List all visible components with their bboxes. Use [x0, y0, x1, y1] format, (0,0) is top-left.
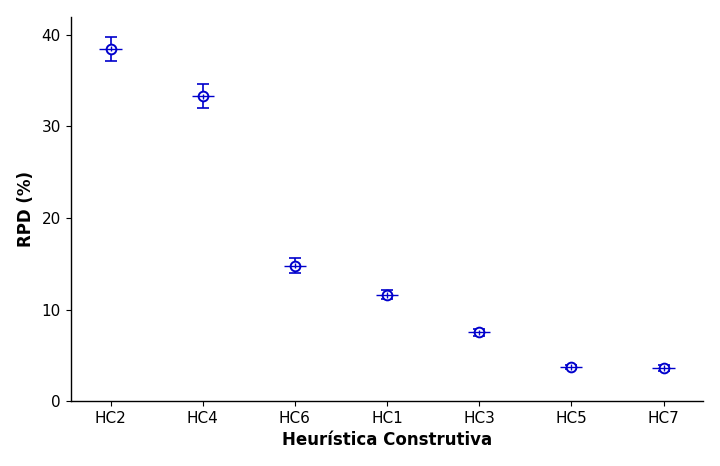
X-axis label: Heurística Construtiva: Heurística Construtiva — [282, 432, 492, 449]
Y-axis label: RPD (%): RPD (%) — [17, 171, 35, 247]
